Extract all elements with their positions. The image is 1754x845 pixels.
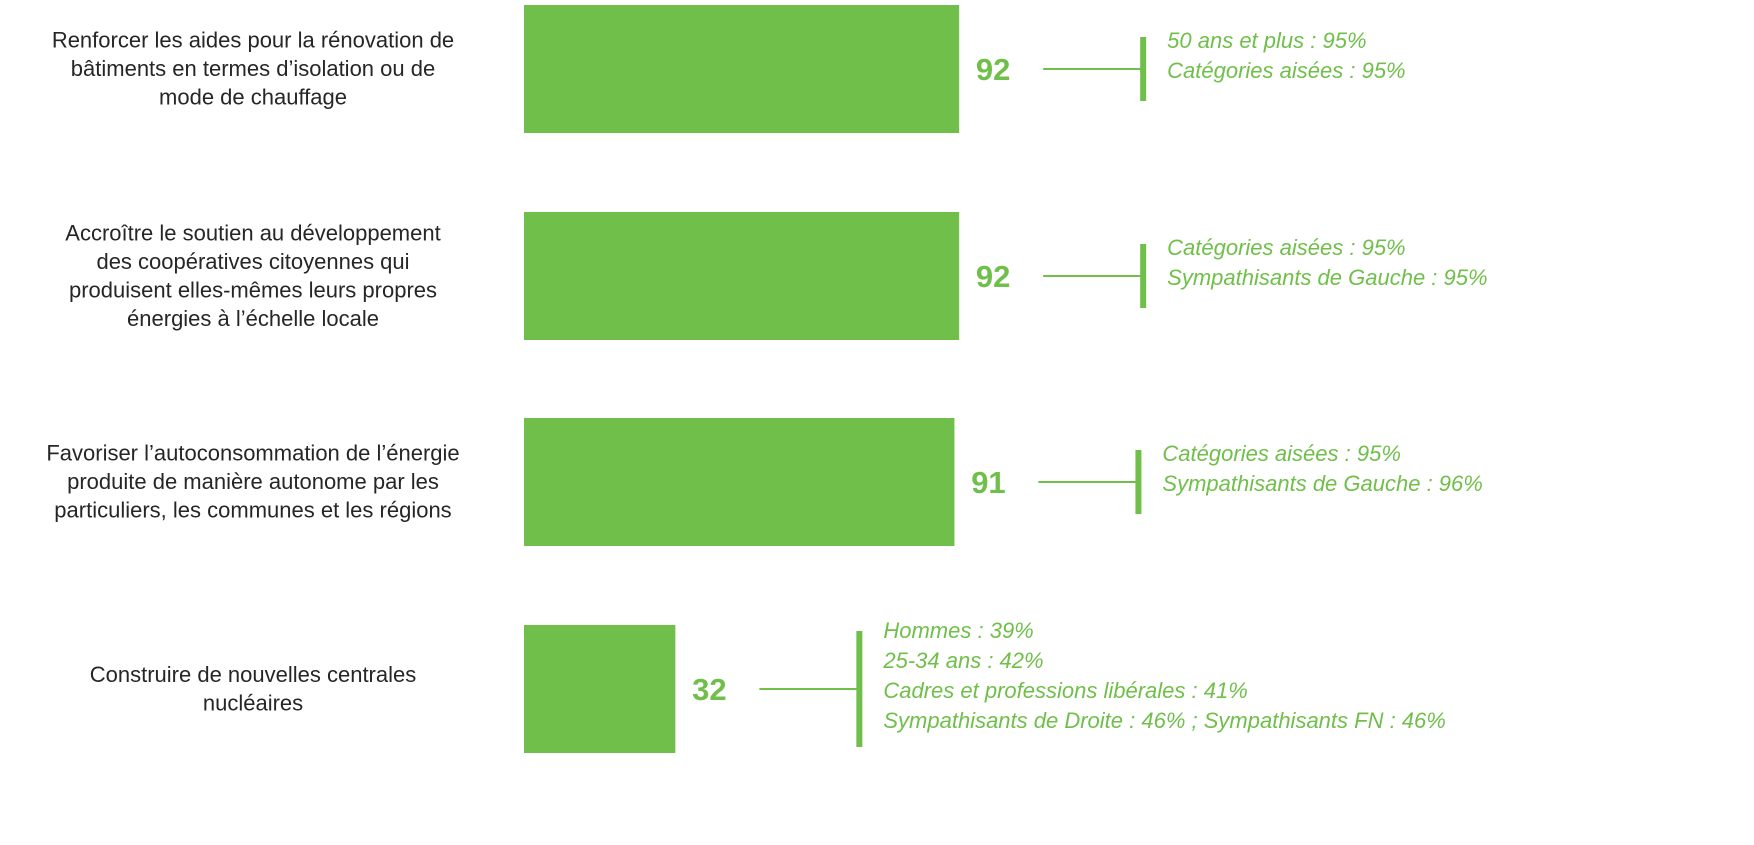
bar [524,212,960,340]
annotation-text: 50 ans et plus : 95% Catégories aisées : … [1167,28,1405,83]
annotation-line: 25-34 ans : 42% [882,648,1043,673]
category-label-line: bâtiments en termes d’isolation ou de [71,56,435,81]
category-label-line: Favoriser l’autoconsommation de l’énergi… [46,441,459,466]
bar [524,625,676,753]
category-label: Renforcer les aides pour la rénovation d… [52,28,454,110]
category-label: Accroître le soutien au développement des… [65,220,440,331]
annotation-line: 50 ans et plus : 95% [1167,28,1366,53]
annotation-text: Hommes : 39% 25-34 ans : 42% Cadres et pro… [882,618,1445,733]
category-label: Construire de nouvelles centrales nucléai… [90,662,417,716]
value-label: 32 [692,672,726,707]
annotation-line: Sympathisants de Gauche : 96% [1162,471,1482,496]
annotation-line: Cadres et professions libérales : 41% [883,678,1247,703]
category-label-line: des coopératives citoyennes qui [96,249,409,274]
category-label-line: Construire de nouvelles centrales [90,662,417,687]
bar [524,418,955,546]
annotation-line: Sympathisants de Gauche : 95% [1167,265,1487,290]
bar [524,5,960,133]
value-label: 92 [976,52,1010,87]
value-label: 91 [971,465,1005,500]
category-label: Favoriser l’autoconsommation de l’énergi… [46,441,459,523]
category-label-line: particuliers, les communes et les région… [54,498,451,523]
category-label-line: nucléaires [203,690,303,715]
category-label-line: Accroître le soutien au développement [65,220,440,245]
category-label-line: mode de chauffage [159,85,347,110]
annotation-line: Catégories aisées : 95% [1167,235,1405,260]
annotation-text: Catégories aisées : 95% Sympathisants de … [1167,235,1487,290]
category-label-line: produisent elles-mêmes leurs propres [69,277,437,302]
annotation-line: Catégories aisées : 95% [1162,441,1400,466]
annotation-line: Catégories aisées : 95% [1167,58,1405,83]
annotation-line: Sympathisants de Droite : 46% ; Sympathi… [883,708,1445,733]
category-label-line: Renforcer les aides pour la rénovation d… [52,28,454,53]
category-label-line: énergies à l’échelle locale [127,306,379,331]
annotation-line: Hommes : 39% [883,618,1033,643]
value-label: 92 [976,259,1010,294]
annotation-text: Catégories aisées : 95% Sympathisants de … [1162,441,1482,496]
category-label-line: produite de manière autonome par les [67,469,439,494]
